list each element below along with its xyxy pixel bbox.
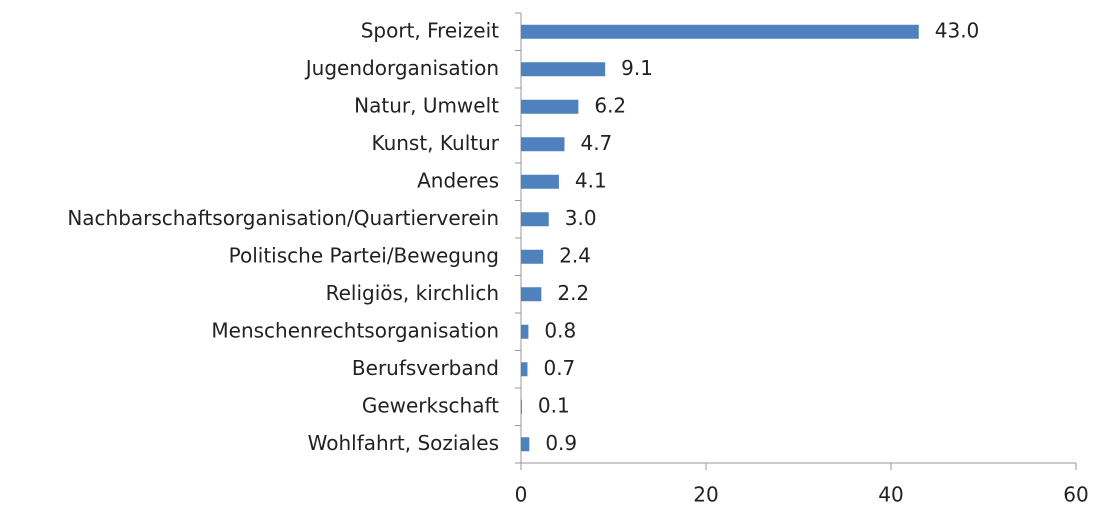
value-label: 9.1 bbox=[621, 56, 653, 80]
y-tick-label: Jugendorganisation bbox=[304, 56, 499, 80]
bar bbox=[521, 62, 606, 77]
y-tick-label: Wohlfahrt, Soziales bbox=[308, 431, 499, 455]
y-tick-label: Nachbarschaftsorganisation/Quartierverei… bbox=[67, 206, 499, 230]
y-tick-label: Natur, Umwelt bbox=[354, 93, 499, 117]
value-label: 2.4 bbox=[559, 243, 591, 267]
value-label: 0.9 bbox=[545, 431, 577, 455]
x-tick-label: 40 bbox=[878, 483, 903, 507]
value-label: 4.1 bbox=[575, 168, 607, 192]
y-tick-label: Religiös, kirchlich bbox=[326, 281, 499, 305]
y-tick-label: Menschenrechtsorganisation bbox=[211, 318, 499, 342]
bar bbox=[521, 249, 544, 264]
bar bbox=[521, 287, 542, 302]
bar bbox=[521, 324, 529, 339]
value-label: 3.0 bbox=[565, 206, 597, 230]
value-label: 6.2 bbox=[594, 93, 626, 117]
bar bbox=[521, 437, 530, 452]
value-label: 4.7 bbox=[580, 131, 612, 155]
y-tick-label: Anderes bbox=[417, 168, 499, 192]
bar bbox=[521, 137, 565, 152]
bar bbox=[521, 399, 522, 414]
y-tick-label: Gewerkschaft bbox=[362, 393, 499, 417]
bar bbox=[521, 362, 528, 377]
x-tick-label: 0 bbox=[515, 483, 528, 507]
bar bbox=[521, 24, 919, 39]
y-tick-label: Sport, Freizeit bbox=[361, 18, 499, 42]
value-label: 2.2 bbox=[557, 281, 589, 305]
value-label: 0.1 bbox=[538, 393, 570, 417]
x-tick-label: 20 bbox=[693, 483, 718, 507]
value-label: 0.7 bbox=[543, 356, 575, 380]
bar bbox=[521, 212, 549, 227]
value-label: 43.0 bbox=[935, 18, 980, 42]
bar bbox=[521, 99, 579, 114]
x-tick-label: 60 bbox=[1063, 483, 1088, 507]
bar bbox=[521, 174, 559, 189]
y-tick-label: Berufsverband bbox=[352, 356, 499, 380]
y-tick-label: Politische Partei/Bewegung bbox=[229, 243, 499, 267]
value-label: 0.8 bbox=[544, 318, 576, 342]
y-tick-label: Kunst, Kultur bbox=[371, 131, 499, 155]
